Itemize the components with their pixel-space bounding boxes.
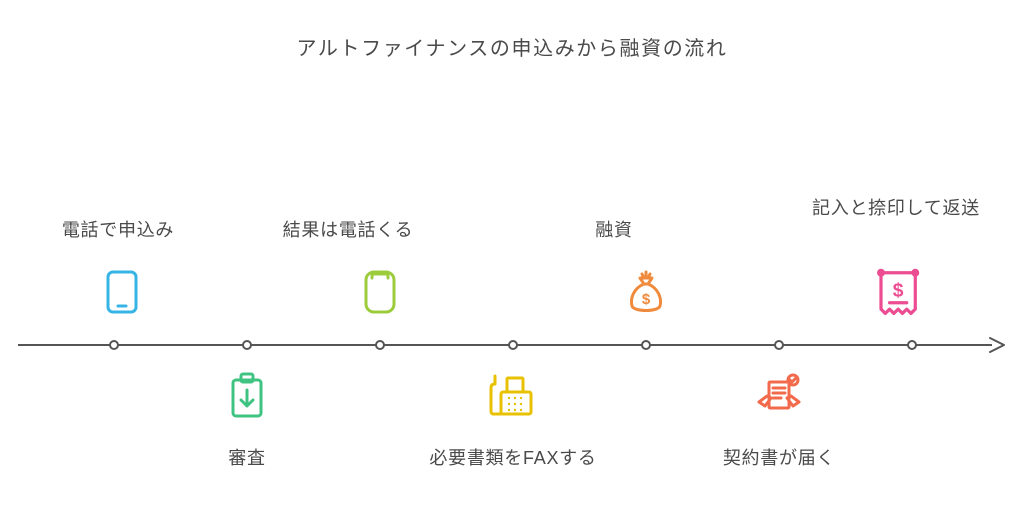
step-financing-label: 融資 xyxy=(529,218,699,243)
phone-rounded-icon xyxy=(352,264,408,320)
tablet-icon xyxy=(94,264,150,320)
step-return-sealed-label: 記入と捺印して返送 xyxy=(811,196,981,221)
svg-text:$: $ xyxy=(893,280,904,301)
step-fax-docs-label: 必要書類をFAXする xyxy=(428,446,598,471)
step-contract-arrives-label: 契約書が届く xyxy=(694,446,864,471)
clipboard-download-icon xyxy=(219,368,275,424)
fax-icon xyxy=(485,368,541,424)
svg-text:$: $ xyxy=(642,291,651,308)
receipt-dollar-icon: $ xyxy=(866,262,926,322)
step-review-label: 審査 xyxy=(162,446,332,471)
step-result-phone-label: 結果は電話くる xyxy=(263,218,433,243)
step-apply-phone-label: 電話で申込み xyxy=(33,218,203,243)
money-bag-icon: $ xyxy=(618,264,674,320)
contract-hands-icon xyxy=(751,368,807,424)
